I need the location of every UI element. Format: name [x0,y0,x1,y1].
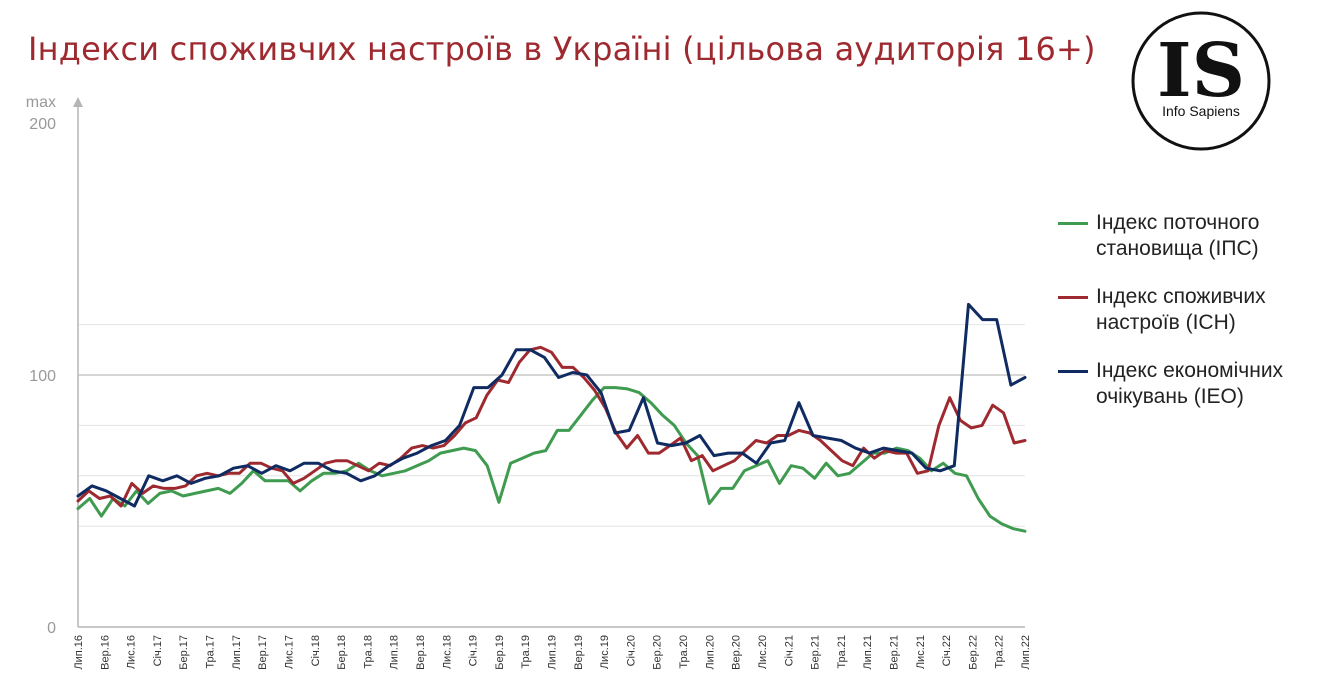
x-tick-label: Вер.20 [731,635,743,670]
series-line-1 [76,345,1027,508]
logo-name: Info Sapiens [1162,103,1240,119]
series-line-2 [76,302,1027,508]
y-max-label: max [26,94,56,111]
x-tick-label: Бер.20 [652,635,664,670]
x-tick-label: Лип.22 [1020,635,1032,670]
info-sapiens-logo: IS Info Sapiens [1130,10,1272,152]
y-tick-label: 100 [29,368,56,385]
x-tick-label: Лип.19 [547,635,559,670]
x-tick-label: Лис.18 [441,635,453,669]
x-tick-label: Вер.18 [415,635,427,670]
legend-label-isn: Індекс споживчих настроїв (ІСН) [1096,285,1266,334]
logo-mark: IS [1157,28,1245,114]
series-lines [76,302,1027,533]
x-tick-label: Бер.17 [178,635,190,670]
legend: Індекс поточного становища (ІПС) Індекс … [1058,210,1318,432]
axes [73,97,1025,628]
chart-title: Індекси споживчих настроїв в Україні (ці… [28,30,1096,68]
x-tick-label: Січ.17 [152,635,164,666]
legend-label-ips: Індекс поточного становища (ІПС) [1096,211,1260,260]
x-tick-label: Лип.17 [231,635,243,670]
x-tick-label: Січ.19 [468,635,480,666]
x-tick-label: Бер.21 [810,635,822,670]
x-tick-label: Лис.19 [599,635,611,669]
x-tick-label: Вер.21 [888,635,900,670]
x-tick-label: Лис.17 [283,635,295,669]
legend-swatch-ieo [1058,370,1088,373]
y-tick-label: 200 [29,116,56,133]
x-tick-label: Тра.21 [836,635,848,669]
x-tick-label: Тра.19 [520,635,532,669]
legend-item-ips: Індекс поточного становища (ІПС) [1058,210,1318,262]
y-tick-label: 0 [47,620,56,637]
series-line-0 [76,386,1027,533]
legend-label-ieo: Індекс економічних очікувань (ІЕО) [1096,359,1284,408]
x-tick-label: Вер.16 [99,635,111,670]
x-tick-label: Тра.18 [362,635,374,669]
x-tick-label: Вер.19 [573,635,585,670]
x-tick-label: Лис.21 [915,635,927,669]
x-tick-label: Бер.18 [336,635,348,670]
x-tick-label: Січ.22 [941,635,953,666]
x-tick-label: Бер.22 [967,635,979,670]
x-tick-label: Тра.17 [205,635,217,669]
gridlines [78,324,1025,527]
x-tick-labels: Лип.16 Вер.16 Лис.16 Січ.17 Бер.17 Тра.17 Лип.… [73,635,1032,670]
x-tick-label: Бер.19 [494,635,506,670]
x-tick-label: Лип.21 [862,635,874,670]
legend-item-ieo: Індекс економічних очікувань (ІЕО) [1058,358,1318,410]
x-tick-label: Вер.17 [257,635,269,670]
x-tick-label: Тра.20 [678,635,690,669]
x-tick-label: Січ.20 [625,635,637,666]
x-tick-label: Тра.22 [994,635,1006,669]
x-tick-label: Січ.18 [310,635,322,666]
legend-item-isn: Індекс споживчих настроїв (ІСН) [1058,284,1318,336]
x-tick-label: Лис.16 [126,635,138,669]
legend-swatch-isn [1058,296,1088,299]
x-tick-label: Лип.16 [73,635,85,670]
y-tick-labels: max 0 100 200 [26,94,56,637]
legend-swatch-ips [1058,222,1088,225]
y-axis-arrow [73,97,83,107]
x-tick-label: Лип.20 [704,635,716,670]
x-tick-label: Лип.18 [389,635,401,670]
x-tick-label: Січ.21 [783,635,795,666]
x-tick-label: Лис.20 [757,635,769,669]
